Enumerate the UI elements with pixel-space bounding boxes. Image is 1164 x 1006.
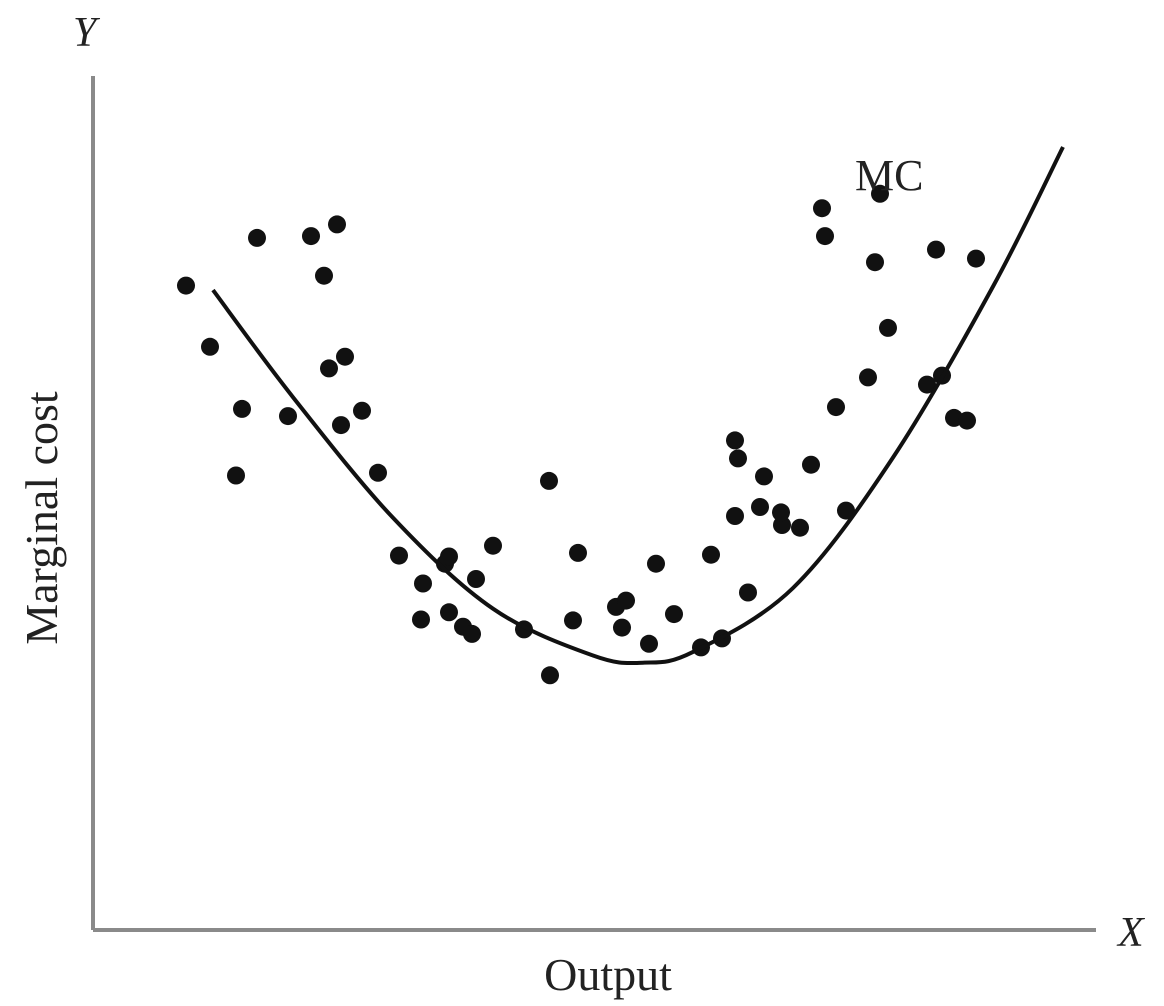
data-point-6	[279, 407, 297, 426]
data-point-39	[726, 431, 744, 450]
data-point-26	[540, 471, 558, 490]
data-point-24	[467, 570, 485, 588]
data-point-61	[958, 411, 976, 430]
data-point-7	[302, 227, 320, 246]
data-point-16	[414, 574, 432, 593]
y-axis-label: Marginal cost	[16, 391, 67, 645]
data-point-32	[617, 591, 635, 610]
mc-series-label: MC	[855, 151, 923, 200]
data-point-36	[702, 545, 720, 564]
data-point-28	[569, 543, 587, 562]
data-point-50	[816, 227, 834, 246]
data-point-14	[369, 463, 387, 482]
data-point-58	[918, 375, 936, 394]
data-point-54	[866, 253, 884, 272]
data-point-62	[967, 249, 985, 268]
data-point-33	[647, 554, 665, 573]
data-point-47	[791, 518, 809, 537]
data-point-41	[726, 507, 744, 525]
data-point-52	[837, 501, 855, 520]
data-point-48	[802, 455, 820, 474]
data-point-44	[755, 467, 773, 486]
data-point-11	[332, 416, 350, 435]
x-axis-label: Output	[544, 949, 672, 1000]
data-point-18	[412, 610, 430, 629]
data-point-12	[336, 347, 354, 366]
data-point-40	[729, 449, 747, 468]
data-point-10	[328, 215, 346, 234]
data-point-56	[879, 318, 897, 337]
data-point-43	[751, 498, 769, 516]
data-point-22	[463, 624, 481, 643]
data-point-55	[871, 184, 889, 203]
data-point-15	[390, 546, 408, 565]
axes	[91, 76, 1096, 932]
data-point-46	[772, 503, 790, 522]
data-point-35	[665, 605, 683, 624]
data-point-57	[927, 240, 945, 259]
data-point-31	[613, 618, 631, 637]
data-point-51	[827, 398, 845, 417]
data-point-27	[541, 666, 559, 685]
data-point-49	[813, 199, 831, 218]
data-point-29	[564, 611, 582, 630]
data-point-20	[440, 603, 458, 622]
data-point-8	[315, 266, 333, 285]
data-point-42	[739, 583, 757, 602]
data-point-3	[233, 399, 251, 418]
data-point-34	[640, 634, 658, 653]
data-point-5	[248, 228, 266, 247]
data-point-53	[859, 368, 877, 387]
data-point-23	[484, 536, 502, 555]
data-point-4	[227, 466, 245, 485]
scatter-points	[177, 184, 985, 685]
data-point-9	[320, 359, 338, 378]
data-point-2	[201, 337, 219, 356]
y-axis-letter: Y	[73, 10, 101, 56]
data-point-13	[353, 401, 371, 420]
x-axis-letter: X	[1116, 910, 1146, 956]
data-point-19	[440, 547, 458, 566]
mc-curve	[211, 146, 1065, 666]
data-point-1	[177, 276, 195, 295]
